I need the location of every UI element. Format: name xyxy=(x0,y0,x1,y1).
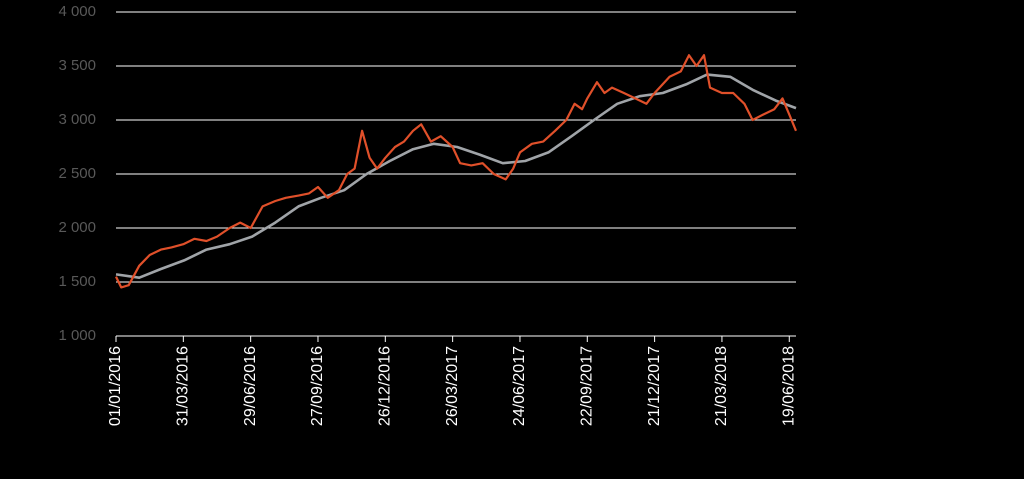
y-tick-label: 1 500 xyxy=(58,273,96,290)
line-series xyxy=(115,73,797,279)
x-tick-label: 21/12/2017 xyxy=(646,346,663,426)
y-tick-label: 3 500 xyxy=(58,57,96,74)
x-tick-label: 21/03/2018 xyxy=(713,346,730,426)
x-tick-label: 26/03/2017 xyxy=(444,346,461,426)
y-tick-label: 1 000 xyxy=(58,327,96,344)
y-tick-label: 4 000 xyxy=(58,3,96,20)
line-series xyxy=(115,54,798,289)
x-tick-label: 24/06/2017 xyxy=(511,346,528,426)
x-tick-label: 01/01/2016 xyxy=(107,346,124,426)
y-tick-label: 2 000 xyxy=(58,219,96,236)
x-tick-label: 19/06/2018 xyxy=(780,346,797,426)
x-tick-label: 27/09/2016 xyxy=(309,346,326,426)
y-tick-label: 2 500 xyxy=(58,165,96,182)
y-tick-label: 3 000 xyxy=(58,111,96,128)
x-tick-label: 31/03/2016 xyxy=(175,346,192,426)
x-tick-label: 29/06/2016 xyxy=(242,346,259,426)
x-tick-label: 26/12/2016 xyxy=(377,346,394,426)
x-tick-label: 22/09/2017 xyxy=(579,346,596,426)
